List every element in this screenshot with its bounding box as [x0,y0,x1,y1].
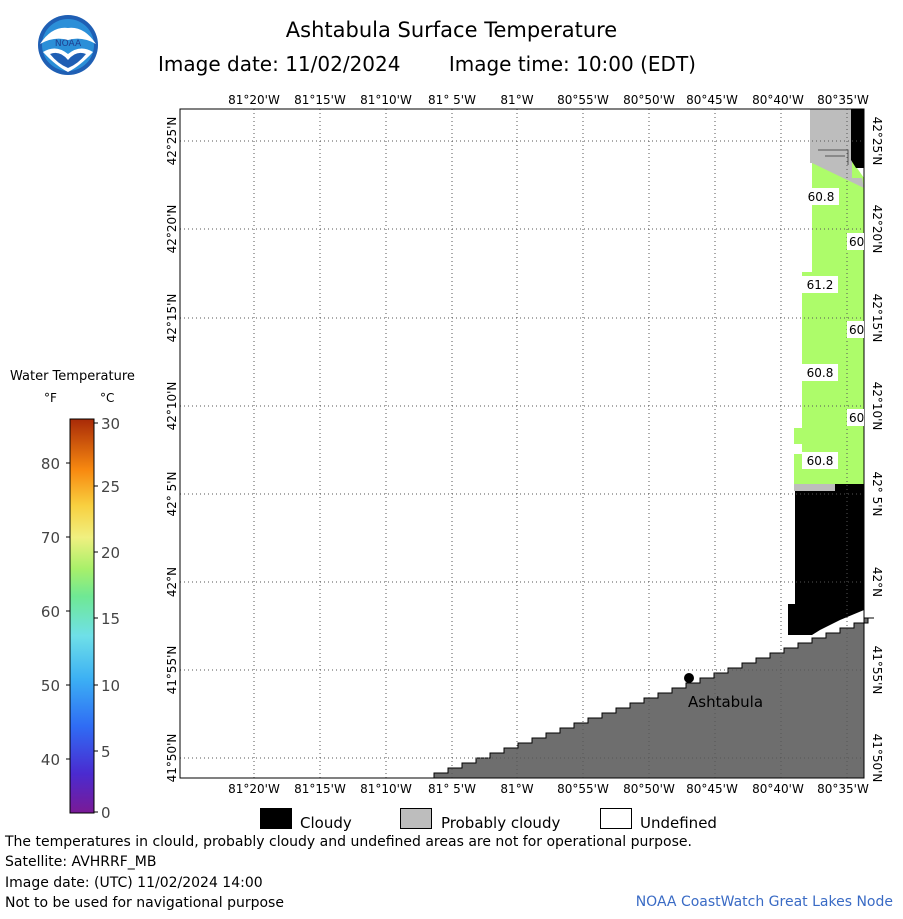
scale-c-tick: 25 [101,478,120,496]
logo-text: NOAA [55,39,82,49]
scale-title: Water Temperature [10,369,135,384]
scale-c-tick: 5 [101,743,111,761]
lat-label-left: 42° 5'N [165,472,179,517]
scale-f-tick: 50 [41,677,60,695]
lat-label-right: 42° 5'N [870,472,884,517]
lat-label-right: 42°20'N [870,205,884,254]
lat-label-left: 42°25'N [165,117,179,166]
lon-label-bottom: 81°15'W [294,782,346,796]
lat-label-right: 42°10'N [870,382,884,431]
temp-value-label: 60 [849,235,864,249]
lon-label-top: 80°55'W [557,93,609,107]
temp-label-box [802,276,838,293]
temp-label-box [802,364,838,381]
temp-value-label: 60.8 [808,190,835,204]
lon-label-top: 80°35'W [817,93,869,107]
scale-c-tick: 0 [101,804,111,822]
scale-c-tick: 15 [101,610,120,628]
temp-value-label: 60 [849,411,864,425]
lon-label-bottom: 80°55'W [557,782,609,796]
lat-label-left: 41°55'N [165,646,179,695]
legend-label-cloudy: Cloudy [300,814,352,832]
lat-label-left: 42°10'N [165,382,179,431]
lon-label-bottom: 81°W [500,782,533,796]
scale-ticks [66,422,98,813]
lon-label-bottom: 81° 5'W [428,782,476,796]
probably-cloudy-area [810,109,864,188]
disclaimer-text: The temperatures in clould, probably clo… [5,834,692,850]
utc-date-text: Image date: (UTC) 11/02/2024 14:00 [5,875,263,891]
noaa-logo: NOAA [38,15,98,75]
temp-value-label: 61.2 [807,278,834,292]
page-title: Ashtabula Surface Temperature [285,18,618,42]
lon-label-top: 80°40'W [752,93,804,107]
temp-value-label: 60.8 [807,366,834,380]
lon-label-top: 81°W [500,93,533,107]
probably-cloudy-edge [794,484,838,491]
lon-label-top: 80°50'W [623,93,675,107]
city-label: Ashtabula [688,693,763,711]
temp-value-label: 60.8 [807,454,834,468]
scale-f-tick: 70 [41,529,60,547]
lon-label-bottom: 80°40'W [752,782,804,796]
lat-label-left: 42°15'N [165,294,179,343]
image-date-line: Image date: 11/02/2024 Image time: 10:00… [158,52,696,76]
satellite-text: Satellite: AVHRRF_MB [5,854,157,870]
lat-label-right: 42°15'N [870,294,884,343]
lon-label-top: 80°45'W [686,93,738,107]
scale-unit-c: °C [100,391,114,405]
lat-label-right: 41°55'N [870,646,884,695]
lon-label-bottom: 80°35'W [817,782,869,796]
scale-c-tick: 30 [101,415,120,433]
legend-swatch-probably-cloudy [400,808,432,829]
city-marker [684,673,694,683]
temp-label-box [803,188,839,205]
temp-label-box [802,452,838,469]
cloudy-area-north [851,109,864,168]
credit-text: NOAA CoastWatch Great Lakes Node [635,894,893,910]
cloudy-area-south [788,484,864,635]
lon-label-top: 81°20'W [228,93,280,107]
legend-swatch-undefined [600,808,632,829]
land-area [426,617,874,779]
lon-label-bottom: 80°50'W [623,782,675,796]
scale-f-tick: 60 [41,603,60,621]
scale-unit-f: °F [44,391,57,405]
scale-f-tick: 80 [41,455,60,473]
scale-f-tick: 40 [41,751,60,769]
lon-label-top: 81°15'W [294,93,346,107]
scale-c-tick: 10 [101,677,120,695]
legend-label-probably-cloudy: Probably cloudy [441,814,561,832]
lon-label-bottom: 81°20'W [228,782,280,796]
lat-label-left: 42°N [165,567,179,597]
lon-label-bottom: 80°45'W [686,782,738,796]
temp-label-box [847,409,864,426]
lat-label-left: 41°50'N [165,734,179,783]
scale-c-tick: 20 [101,544,120,562]
lon-label-top: 81° 5'W [428,93,476,107]
image-date: Image date: 11/02/2024 [158,52,401,76]
temperature-color-bar [69,418,95,814]
lat-label-right: 42°N [870,567,884,597]
lon-label-top: 81°10'W [360,93,412,107]
lon-label-bottom: 81°10'W [360,782,412,796]
legend-swatch-cloudy [260,808,292,829]
temp-label-box [847,233,864,250]
temp-value-label: 60 [849,323,864,337]
navigation-warning: Not to be used for navigational purpose [5,895,284,911]
legend-label-undefined: Undefined [640,814,717,832]
map-frame [179,108,865,779]
shoreline-detail [818,149,849,165]
lat-label-left: 42°20'N [165,205,179,254]
temp-label-box [847,321,864,338]
lat-label-right: 42°25'N [870,117,884,166]
lat-label-right: 41°50'N [870,734,884,783]
image-time: Image time: 10:00 (EDT) [448,52,696,76]
